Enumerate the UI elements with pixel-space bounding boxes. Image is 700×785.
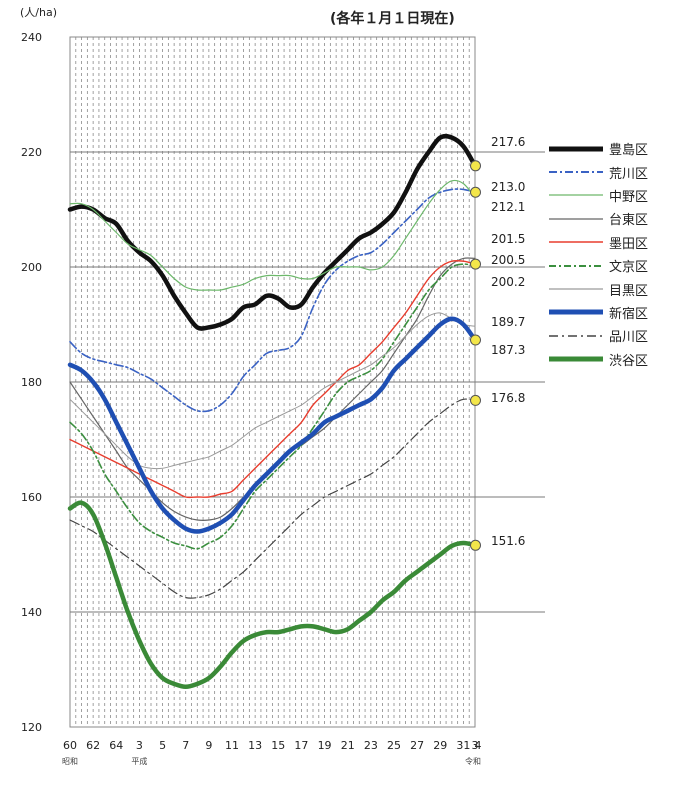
series-line-荒川区 <box>69 188 476 413</box>
series-line-中野区 <box>69 179 476 291</box>
series-line-新宿区 <box>67 316 478 534</box>
value-label: 212.1 <box>491 200 525 214</box>
value-label: 213.0 <box>491 180 525 194</box>
x-tick-label: 13 <box>248 739 262 752</box>
x-tick-label: 21 <box>341 739 355 752</box>
legend-swatch <box>549 335 603 337</box>
era-label: 昭和 <box>62 757 78 766</box>
endpoint-marker <box>470 258 481 270</box>
y-tick-label: 200 <box>21 261 42 274</box>
value-label: 201.5 <box>491 232 525 246</box>
legend-item: 新宿区 <box>545 301 695 324</box>
legend-item: 中野区 <box>545 184 695 207</box>
legend: 豊島区荒川区中野区台東区墨田区文京区目黒区新宿区品川区渋谷区 <box>545 137 695 371</box>
y-axis-unit: (人/ha) <box>20 6 58 19</box>
legend-swatch <box>549 356 603 362</box>
legend-label: 台東区 <box>609 213 649 229</box>
legend-label: 荒川区 <box>609 166 649 182</box>
legend-label: 文京区 <box>609 260 649 276</box>
endpoint-marker <box>470 539 481 551</box>
legend-item: 荒川区 <box>545 160 695 183</box>
series-line-文京区 <box>69 263 476 550</box>
legend-swatch <box>549 288 603 290</box>
legend-item: 墨田区 <box>545 231 695 254</box>
x-tick-label: 11 <box>225 739 239 752</box>
legend-label: 品川区 <box>609 330 649 346</box>
value-label: 217.6 <box>491 135 525 149</box>
y-tick-label: 220 <box>21 146 42 159</box>
value-label: 189.7 <box>491 315 525 329</box>
legend-item: 豊島区 <box>545 137 695 160</box>
era-label: 平成 <box>131 756 147 766</box>
x-tick-label: 31 <box>456 739 470 752</box>
y-tick-label: 140 <box>21 606 42 619</box>
value-label: 151.6 <box>491 534 525 548</box>
date-note: (各年１月１日現在) <box>330 11 455 27</box>
x-tick-label: 17 <box>294 739 308 752</box>
legend-item: 目黒区 <box>545 277 695 300</box>
y-tick-label: 160 <box>21 491 42 504</box>
series-line-品川区 <box>69 398 476 599</box>
x-tick-label: 5 <box>159 739 166 752</box>
x-tick-label: 7 <box>182 739 189 752</box>
endpoint-marker <box>470 394 481 406</box>
x-tick-label: 9 <box>205 739 212 752</box>
x-tick-label: 29 <box>433 739 447 752</box>
legend-label: 渋谷区 <box>609 353 649 369</box>
x-tick-label: 4 <box>475 739 482 752</box>
legend-swatch <box>549 194 603 197</box>
y-tick-label: 120 <box>21 721 42 734</box>
series-line-渋谷区 <box>67 500 478 690</box>
legend-label: 目黒区 <box>609 283 649 299</box>
era-label: 令和 <box>465 756 481 766</box>
x-tick-label: 23 <box>364 739 378 752</box>
legend-item: 文京区 <box>545 254 695 277</box>
legend-swatch <box>549 218 603 220</box>
series-line-墨田区 <box>69 259 476 499</box>
series-line-豊島区 <box>67 133 478 331</box>
value-label: 176.8 <box>491 391 525 405</box>
legend-swatch <box>549 264 603 267</box>
legend-swatch <box>549 241 603 243</box>
x-tick-label: 3 <box>136 739 143 752</box>
endpoint-marker <box>470 160 481 172</box>
x-tick-label: 64 <box>109 739 123 752</box>
value-label: 200.5 <box>491 253 525 267</box>
legend-item: 台東区 <box>545 207 695 230</box>
endpoint-marker <box>470 186 481 198</box>
legend-label: 新宿区 <box>609 306 649 322</box>
x-tick-label: 3 <box>472 739 479 752</box>
legend-label: 中野区 <box>609 189 649 205</box>
x-tick-label: 25 <box>387 739 401 752</box>
value-label: 200.2 <box>491 275 525 289</box>
legend-swatch <box>549 171 603 174</box>
legend-swatch <box>549 146 603 152</box>
endpoint-marker <box>470 334 481 346</box>
x-tick-label: 27 <box>410 739 424 752</box>
x-tick-label: 62 <box>86 739 100 752</box>
legend-item: 品川区 <box>545 324 695 347</box>
legend-label: 墨田区 <box>609 236 649 252</box>
x-tick-label: 15 <box>271 739 285 752</box>
legend-label: 豊島区 <box>609 143 649 159</box>
x-tick-label: 60 <box>63 739 77 752</box>
x-tick-label: 19 <box>318 739 332 752</box>
value-label: 187.3 <box>491 343 525 357</box>
legend-swatch <box>549 309 603 315</box>
y-tick-label: 180 <box>21 376 42 389</box>
legend-item: 渋谷区 <box>545 348 695 371</box>
y-tick-label: 240 <box>21 31 42 44</box>
